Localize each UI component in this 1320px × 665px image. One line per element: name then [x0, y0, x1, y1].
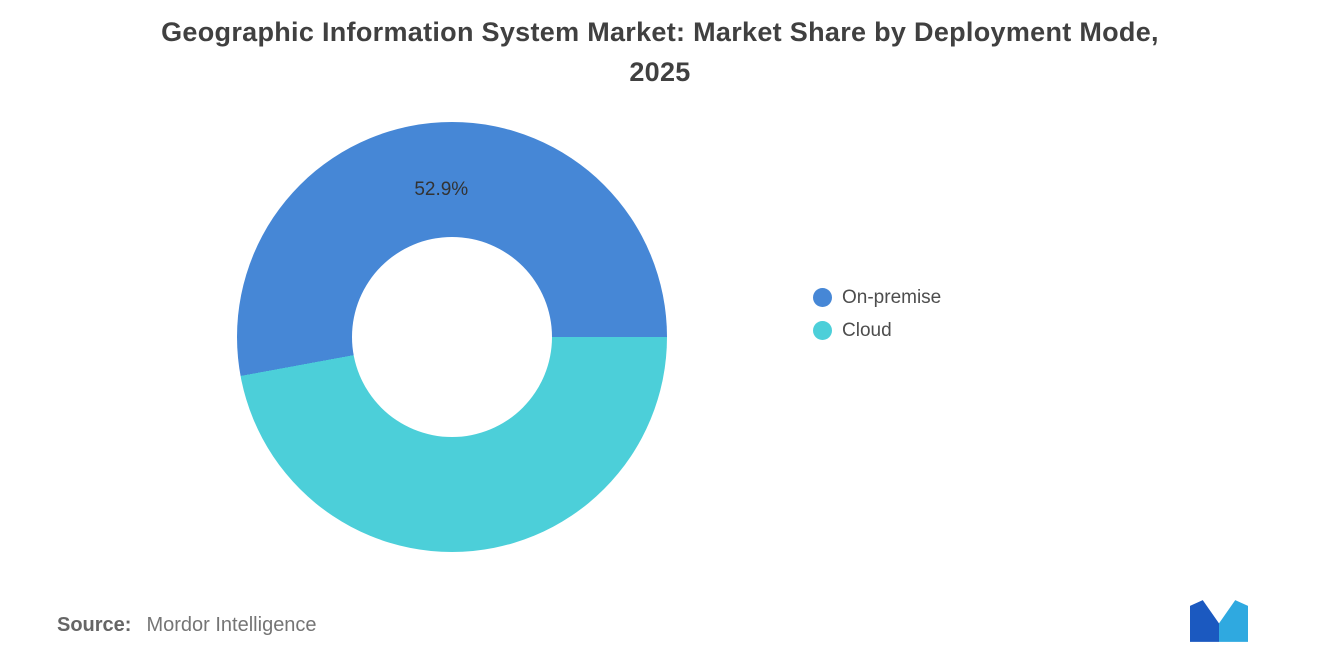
legend-label-on-premise: On-premise	[842, 286, 942, 308]
legend-marker-on-premise	[813, 288, 832, 307]
chart-title-line1: Geographic Information System Market: Ma…	[161, 17, 1159, 47]
source-value: Mordor Intelligence	[146, 614, 317, 636]
donut-chart[interactable]: 52.9%	[237, 122, 667, 552]
legend-label-cloud: Cloud	[842, 319, 892, 341]
slice-label-on-premise: 52.9%	[414, 178, 469, 200]
source-label: Source:	[57, 614, 132, 636]
donut-hole	[352, 237, 552, 437]
legend: On-premise Cloud	[813, 281, 941, 347]
legend-item-on-premise[interactable]: On-premise	[813, 281, 941, 314]
legend-marker-cloud	[813, 321, 832, 340]
source-line: Source: Mordor Intelligence	[57, 614, 317, 637]
logo-right-stroke	[1219, 600, 1248, 642]
chart-title: Geographic Information System Market: Ma…	[70, 12, 1250, 92]
legend-item-cloud[interactable]: Cloud	[813, 314, 941, 347]
logo-left-stroke	[1190, 600, 1219, 642]
mordor-intelligence-logo	[1190, 600, 1248, 642]
chart-title-line2: 2025	[629, 57, 691, 87]
